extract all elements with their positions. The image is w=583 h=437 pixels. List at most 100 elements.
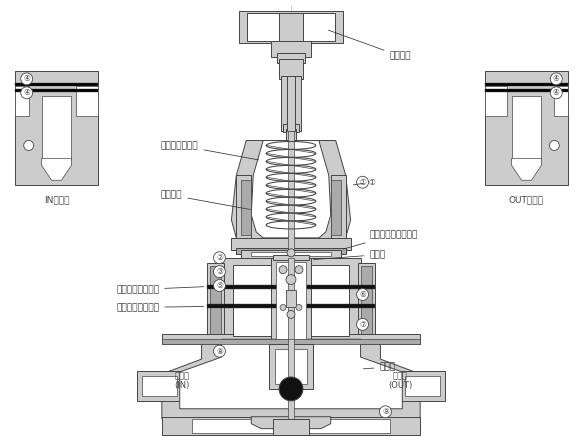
Bar bbox=[209, 266, 222, 334]
Circle shape bbox=[549, 141, 559, 150]
Circle shape bbox=[279, 266, 287, 274]
Bar bbox=[233, 265, 349, 336]
Polygon shape bbox=[180, 339, 402, 409]
Bar bbox=[231, 238, 350, 250]
Polygon shape bbox=[41, 158, 71, 180]
Bar bbox=[484, 83, 568, 86]
Circle shape bbox=[550, 87, 562, 99]
Bar bbox=[484, 71, 568, 185]
Circle shape bbox=[380, 406, 391, 418]
Circle shape bbox=[357, 319, 368, 330]
Bar bbox=[142, 376, 177, 396]
Bar bbox=[162, 339, 420, 344]
Text: ④: ④ bbox=[23, 88, 30, 97]
Text: ④: ④ bbox=[23, 74, 30, 83]
Bar bbox=[192, 419, 391, 433]
Circle shape bbox=[287, 249, 295, 257]
Bar bbox=[271, 39, 311, 57]
Text: ノズル: ノズル bbox=[314, 250, 385, 260]
Bar bbox=[162, 417, 420, 435]
Bar bbox=[401, 371, 445, 401]
Text: 排気ダイヤフラム: 排気ダイヤフラム bbox=[116, 303, 204, 312]
Text: 出口側
(OUT): 出口側 (OUT) bbox=[388, 371, 412, 390]
Bar bbox=[331, 175, 346, 240]
Text: 入口側
(IN): 入口側 (IN) bbox=[174, 371, 189, 390]
Bar bbox=[206, 263, 224, 337]
Bar bbox=[236, 175, 251, 240]
Text: IN側通路: IN側通路 bbox=[44, 195, 69, 204]
Bar bbox=[76, 86, 99, 116]
Bar bbox=[236, 248, 346, 254]
Circle shape bbox=[21, 73, 33, 85]
Text: ノズルダイヤフラム: ノズルダイヤフラム bbox=[343, 230, 418, 249]
Polygon shape bbox=[512, 158, 542, 180]
Bar bbox=[15, 86, 29, 116]
Bar bbox=[283, 124, 299, 132]
Bar bbox=[288, 258, 294, 342]
Bar bbox=[287, 76, 295, 131]
Polygon shape bbox=[162, 339, 420, 419]
Text: ⑧: ⑧ bbox=[216, 347, 223, 356]
Bar bbox=[269, 344, 313, 389]
Circle shape bbox=[280, 305, 286, 310]
Bar bbox=[512, 96, 542, 160]
Bar bbox=[276, 262, 306, 339]
Circle shape bbox=[357, 176, 368, 188]
Text: ②: ② bbox=[216, 253, 223, 262]
Text: ⑦: ⑦ bbox=[359, 320, 366, 329]
Bar bbox=[273, 419, 309, 435]
Bar bbox=[15, 71, 99, 185]
Circle shape bbox=[21, 87, 33, 99]
Bar bbox=[206, 284, 375, 288]
Bar bbox=[279, 59, 303, 79]
Bar bbox=[288, 339, 294, 429]
Circle shape bbox=[550, 73, 562, 85]
Text: ハンドル: ハンドル bbox=[328, 30, 411, 61]
Circle shape bbox=[295, 266, 303, 274]
Bar bbox=[484, 89, 568, 92]
Text: ④: ④ bbox=[553, 74, 560, 83]
Circle shape bbox=[213, 280, 226, 291]
Polygon shape bbox=[251, 417, 331, 429]
Text: フラッパ: フラッパ bbox=[161, 191, 251, 210]
Bar bbox=[277, 53, 305, 63]
Bar bbox=[222, 258, 360, 342]
Bar bbox=[357, 263, 375, 337]
Bar bbox=[240, 11, 343, 43]
Bar bbox=[293, 76, 301, 131]
Circle shape bbox=[213, 266, 226, 277]
Text: ④: ④ bbox=[553, 88, 560, 97]
Bar bbox=[137, 371, 182, 401]
Bar bbox=[554, 86, 568, 116]
Circle shape bbox=[279, 377, 303, 401]
Circle shape bbox=[24, 141, 34, 150]
Circle shape bbox=[286, 274, 296, 284]
Circle shape bbox=[296, 305, 302, 310]
Text: バルブ: バルブ bbox=[363, 363, 395, 371]
Bar bbox=[331, 180, 340, 235]
Text: ①: ① bbox=[353, 178, 375, 187]
Bar bbox=[41, 96, 71, 160]
Text: ①: ① bbox=[359, 178, 366, 187]
Text: ⑥: ⑥ bbox=[359, 290, 366, 299]
Circle shape bbox=[213, 252, 226, 264]
Text: 調圧スプリング: 調圧スプリング bbox=[161, 141, 258, 160]
Circle shape bbox=[213, 345, 226, 357]
Polygon shape bbox=[231, 141, 350, 248]
Bar bbox=[271, 258, 311, 342]
Bar bbox=[281, 76, 289, 131]
Bar bbox=[286, 128, 296, 141]
Bar bbox=[247, 13, 335, 41]
Polygon shape bbox=[251, 141, 331, 238]
Bar bbox=[288, 131, 294, 250]
Bar bbox=[405, 376, 440, 396]
Circle shape bbox=[287, 310, 295, 319]
Bar bbox=[279, 13, 303, 41]
Bar bbox=[275, 349, 307, 384]
Bar bbox=[484, 86, 507, 116]
Bar bbox=[273, 255, 309, 260]
Text: ⑨: ⑨ bbox=[382, 407, 389, 416]
Circle shape bbox=[357, 288, 368, 301]
Bar bbox=[360, 266, 373, 334]
Text: ③: ③ bbox=[216, 267, 223, 276]
